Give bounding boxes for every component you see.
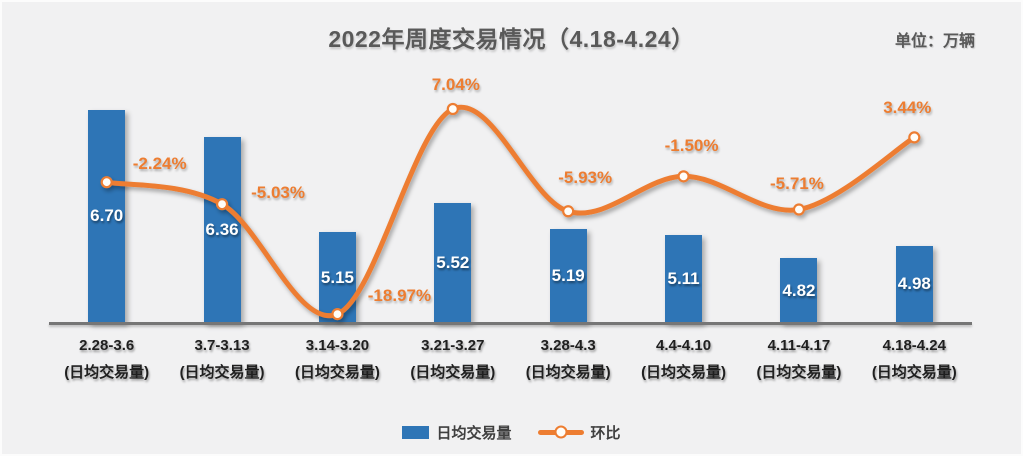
bar-value-label: 6.70 xyxy=(90,206,124,226)
line-marker xyxy=(677,170,690,183)
bar-value-label: 5.19 xyxy=(551,265,585,285)
line-marker xyxy=(792,203,806,216)
bar-value-label: 6.36 xyxy=(205,219,239,239)
category-sub: (日均交易量) xyxy=(64,364,150,381)
line-path xyxy=(104,104,917,319)
pct-label: -18.97% xyxy=(367,286,432,306)
category-sub: (日均交易量) xyxy=(294,364,380,381)
category-sub: (日均交易量) xyxy=(410,364,496,381)
category-range: 2.28-3.6 xyxy=(79,337,135,354)
bar-value-label: 4.82 xyxy=(782,280,816,300)
pct-label: -5.71% xyxy=(770,173,824,193)
bar xyxy=(434,202,472,323)
category-range: 4.18-4.24 xyxy=(882,337,946,354)
bar xyxy=(780,258,818,323)
bar xyxy=(88,109,126,323)
category-range: 4.4-4.10 xyxy=(656,337,712,354)
bar-series-swatch xyxy=(402,425,430,439)
legend: 日均交易量 环比 xyxy=(2,420,1021,444)
bar xyxy=(665,235,703,323)
category-range: 4.11-4.17 xyxy=(767,337,831,354)
category-label: 4.11-4.17 (日均交易量) xyxy=(756,332,841,386)
category-sub: (日均交易量) xyxy=(525,364,611,381)
line-marker xyxy=(562,205,575,218)
bar xyxy=(895,245,933,323)
legend-label-line: 环比 xyxy=(590,424,621,442)
line-series-swatch xyxy=(537,425,584,439)
category-label: 3.21-3.27 (日均交易量) xyxy=(410,332,495,386)
category-label: 2.28-3.6 (日均交易量) xyxy=(64,332,149,386)
line-marker xyxy=(446,102,459,116)
category-range: 3.28-4.3 xyxy=(540,337,596,354)
unit-label: 单位：万辆 xyxy=(894,33,975,50)
bar-value-label: 5.15 xyxy=(320,267,354,287)
category-range: 3.7-3.13 xyxy=(194,337,250,354)
category-sub: (日均交易量) xyxy=(756,364,842,381)
bar xyxy=(203,136,241,323)
category-label: 3.28-4.3 (日均交易量) xyxy=(526,332,611,386)
category-range: 3.14-3.20 xyxy=(305,337,370,354)
bar-value-label: 4.98 xyxy=(897,274,931,294)
bar xyxy=(549,228,587,323)
bar-value-label: 5.52 xyxy=(436,252,470,272)
chart-title: 2022年周度交易情况（4.18-4.24） xyxy=(328,26,695,52)
category-sub: (日均交易量) xyxy=(179,364,265,381)
pct-label: -2.24% xyxy=(132,154,187,174)
pct-label: -5.93% xyxy=(558,168,613,188)
line-marker-icon xyxy=(554,425,567,439)
line-marker xyxy=(331,307,344,321)
category-label: 3.14-3.20 (日均交易量) xyxy=(295,332,380,386)
legend-item-line: 环比 xyxy=(537,422,621,443)
pct-label: 7.04% xyxy=(431,75,480,94)
bar xyxy=(318,232,356,323)
line-marker xyxy=(100,176,113,189)
pct-label: -5.03% xyxy=(251,183,305,203)
pct-label: -1.50% xyxy=(664,136,719,156)
pct-label: 3.44% xyxy=(883,98,932,118)
bar-value-label: 5.11 xyxy=(667,269,700,289)
legend-label-bar: 日均交易量 xyxy=(436,424,512,442)
legend-item-bar: 日均交易量 xyxy=(402,422,512,443)
category-label: 3.7-3.13 (日均交易量) xyxy=(180,332,265,386)
category-label: 4.18-4.24 (日均交易量) xyxy=(872,332,957,386)
line-marker xyxy=(908,131,921,144)
line-marker xyxy=(215,198,229,211)
category-range: 3.21-3.27 xyxy=(421,337,485,354)
category-sub: (日均交易量) xyxy=(641,364,727,381)
category-sub: (日均交易量) xyxy=(871,364,957,381)
x-axis-line xyxy=(49,322,972,325)
category-label: 4.4-4.10 (日均交易量) xyxy=(641,332,726,386)
